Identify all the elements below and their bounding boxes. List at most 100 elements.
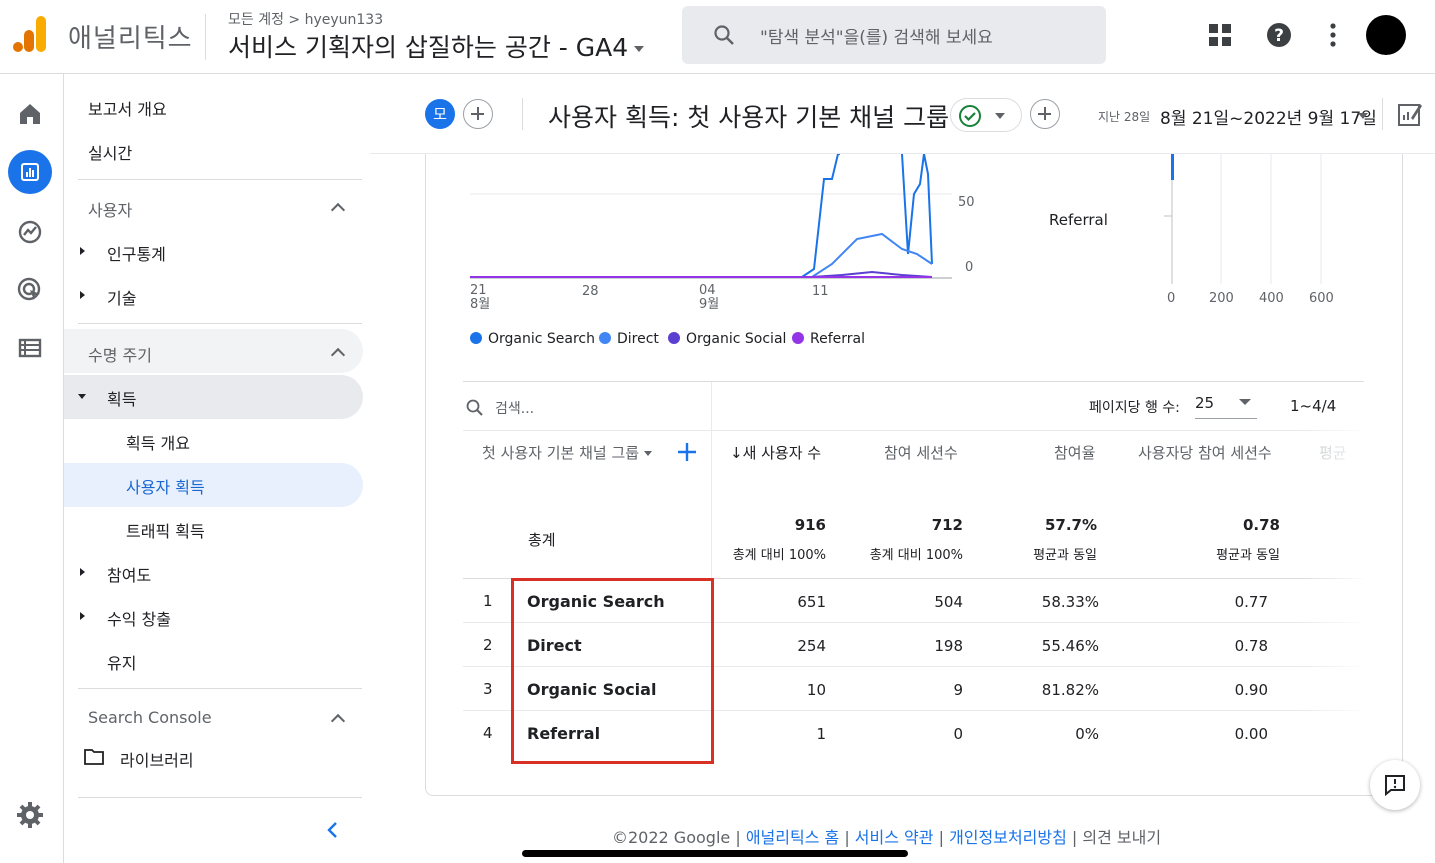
footer-feedback-link[interactable]: 의견 보내기 bbox=[1082, 828, 1162, 847]
nav-engagement[interactable]: 참여도 bbox=[107, 566, 152, 585]
legend-item[interactable]: Direct bbox=[599, 331, 659, 347]
row-channel-name[interactable]: Direct bbox=[527, 636, 582, 655]
row-value: 198 bbox=[934, 637, 963, 655]
expand-arrow-icon[interactable] bbox=[80, 568, 85, 576]
total-subtext: 평균과 동일 bbox=[1216, 548, 1280, 563]
expand-arrow-icon[interactable] bbox=[80, 291, 85, 299]
feedback-button[interactable] bbox=[1370, 760, 1420, 810]
date-range-picker[interactable]: 8월 21일~2022년 9월 17일 bbox=[1160, 109, 1377, 129]
nav-realtime[interactable]: 실시간 bbox=[88, 144, 133, 163]
dimension-label: 첫 사용자 기본 채널 그룹 bbox=[482, 444, 640, 462]
column-header-engaged-sessions[interactable]: 참여 세션수 bbox=[884, 444, 958, 462]
divider bbox=[78, 323, 362, 324]
legend-item[interactable]: Referral bbox=[792, 331, 865, 347]
nav-acquisition-bg[interactable] bbox=[64, 375, 363, 419]
nav-acquisition-overview[interactable]: 획득 개요 bbox=[126, 434, 190, 453]
nav-section-user[interactable]: 사용자 bbox=[88, 201, 133, 220]
top-bar: 애널리틱스 모든 계정 > hyeyun133 서비스 기획자의 삽질하는 공간… bbox=[0, 0, 1435, 74]
expand-arrow-icon[interactable] bbox=[80, 612, 85, 620]
breadcrumb[interactable]: 모든 계정 > hyeyun133 bbox=[228, 12, 384, 28]
total-value: 712 bbox=[931, 516, 963, 534]
chevron-up-icon[interactable] bbox=[330, 202, 346, 218]
home-icon[interactable] bbox=[14, 98, 46, 130]
divider bbox=[463, 666, 1364, 667]
explore-icon[interactable] bbox=[14, 216, 46, 248]
analytics-logo-icon[interactable] bbox=[12, 14, 48, 54]
table-search-input[interactable]: 검색... bbox=[495, 401, 535, 417]
customize-report-icon[interactable] bbox=[1396, 100, 1424, 128]
footer-link-analytics-home[interactable]: 애널리틱스 홈 bbox=[745, 828, 840, 847]
y-tick-label: 0 bbox=[965, 260, 974, 275]
table-row[interactable]: 1 Organic Search 651 504 58.33% 0.77 bbox=[463, 579, 1364, 623]
divider bbox=[463, 430, 1364, 431]
table-row[interactable]: 2 Direct 254 198 55.46% 0.78 bbox=[463, 623, 1364, 667]
column-header-engagement-rate[interactable]: 참여율 bbox=[1054, 444, 1096, 462]
nav-library[interactable]: 라이브러리 bbox=[120, 751, 194, 770]
more-vert-icon[interactable] bbox=[1318, 20, 1348, 50]
dimension-column-header[interactable]: 첫 사용자 기본 채널 그룹 bbox=[482, 442, 652, 463]
property-name: 서비스 기획자의 삽질하는 공간 - GA4 bbox=[228, 33, 629, 62]
footer-separator: | bbox=[735, 828, 741, 847]
nav-reports-overview[interactable]: 보고서 개요 bbox=[88, 100, 167, 119]
row-value: 0.77 bbox=[1234, 593, 1268, 611]
rows-per-page-select[interactable]: 25 bbox=[1195, 393, 1257, 419]
collapse-nav-chevron-icon[interactable] bbox=[324, 820, 340, 840]
nav-retention[interactable]: 유지 bbox=[107, 654, 137, 673]
nav-demographics[interactable]: 인구통계 bbox=[107, 245, 166, 264]
divider bbox=[205, 14, 206, 60]
table-row[interactable]: 3 Organic Social 10 9 81.82% 0.90 bbox=[463, 667, 1364, 711]
help-icon[interactable]: ? bbox=[1264, 20, 1294, 50]
row-channel-name[interactable]: Organic Search bbox=[527, 592, 665, 611]
row-channel-name[interactable]: Organic Social bbox=[527, 680, 657, 699]
nav-section-lifecycle-bg[interactable] bbox=[64, 329, 363, 373]
chevron-up-icon[interactable] bbox=[330, 713, 346, 729]
legend-item[interactable]: Organic Social bbox=[668, 331, 786, 347]
column-header-sessions-per-user[interactable]: 사용자당 참여 세션수 bbox=[1138, 444, 1272, 462]
row-value: 55.46% bbox=[1041, 637, 1099, 655]
row-value: 1 bbox=[816, 725, 826, 743]
avatar[interactable] bbox=[1366, 15, 1406, 55]
add-filter-icon[interactable] bbox=[1030, 99, 1060, 129]
legend-dot bbox=[792, 332, 804, 344]
pagination: 1~4/4 bbox=[1290, 397, 1337, 415]
divider bbox=[463, 622, 1364, 623]
legend-item[interactable]: Organic Search bbox=[470, 331, 595, 347]
divider bbox=[78, 797, 362, 798]
table-row[interactable]: 4 Referral 1 0 0% 0.00 bbox=[463, 711, 1364, 755]
add-comparison-icon[interactable] bbox=[463, 99, 493, 129]
search-bar[interactable]: "탐색 분석"을(를) 검색해 보세요 bbox=[682, 6, 1106, 64]
nav-user-acquisition[interactable]: 사용자 획득 bbox=[126, 478, 205, 497]
settings-gear-icon[interactable] bbox=[14, 799, 46, 831]
configure-list-icon[interactable] bbox=[14, 332, 46, 364]
series-line-organic-search bbox=[470, 154, 840, 278]
y-tick-label: 50 bbox=[958, 195, 975, 210]
expand-arrow-icon[interactable] bbox=[80, 247, 85, 255]
footer-link-privacy[interactable]: 개인정보처리방침 bbox=[949, 828, 1067, 847]
report-status-dropdown[interactable] bbox=[950, 98, 1022, 132]
property-selector[interactable]: 서비스 기획자의 삽질하는 공간 - GA4 bbox=[228, 28, 645, 64]
row-value: 254 bbox=[797, 637, 826, 655]
comparison-chip[interactable]: 모 bbox=[425, 99, 455, 129]
nav-acquisition[interactable]: 획득 bbox=[107, 390, 137, 409]
row-rank: 2 bbox=[483, 636, 493, 654]
nav-traffic-acquisition[interactable]: 트래픽 획득 bbox=[126, 522, 205, 541]
collapse-arrow-icon[interactable] bbox=[78, 394, 86, 399]
app-name: 애널리틱스 bbox=[68, 24, 193, 54]
apps-grid-icon[interactable] bbox=[1205, 20, 1235, 50]
x-tick-label: 0 bbox=[1167, 291, 1176, 306]
row-rank: 1 bbox=[483, 592, 493, 610]
add-dimension-plus-icon[interactable] bbox=[676, 441, 698, 463]
nav-tech[interactable]: 기술 bbox=[107, 289, 137, 308]
row-value: 0% bbox=[1075, 725, 1099, 743]
advertising-icon[interactable] bbox=[14, 274, 46, 306]
nav-user-acquisition-bg[interactable] bbox=[64, 463, 363, 507]
column-header-new-users[interactable]: ↓새 사용자 수 bbox=[730, 444, 822, 462]
footer-link-terms[interactable]: 서비스 약관 bbox=[854, 828, 934, 847]
caret-down-icon[interactable] bbox=[1358, 113, 1368, 119]
date-preset-label: 지난 28일 bbox=[1098, 110, 1151, 124]
nav-section-search-console[interactable]: Search Console bbox=[88, 708, 212, 727]
nav-monetization[interactable]: 수익 창출 bbox=[107, 610, 171, 629]
highlight-annotation-box bbox=[511, 578, 714, 764]
nav-section-lifecycle[interactable]: 수명 주기 bbox=[88, 346, 152, 365]
row-channel-name[interactable]: Referral bbox=[527, 724, 601, 743]
